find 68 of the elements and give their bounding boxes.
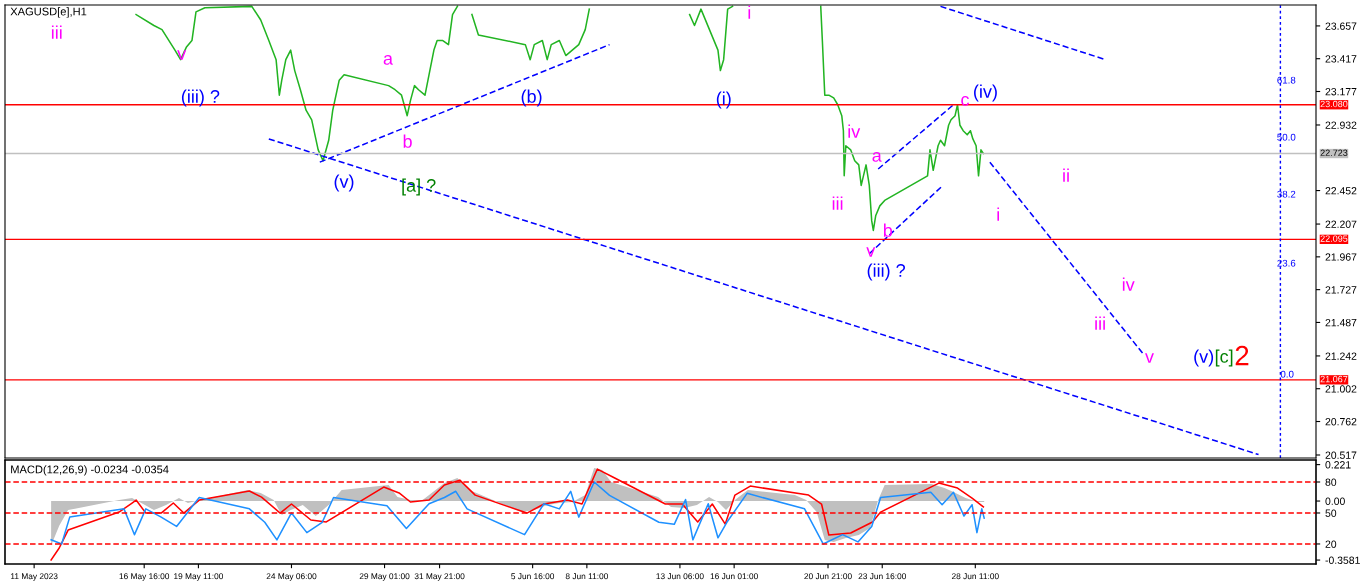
annotation: iv [848,124,861,138]
y-tick-label: 23.177 [1325,88,1357,96]
chart-title: XAGUSD[e],H1 [10,7,87,18]
annotation: b [883,223,893,237]
y-tick-label: -0.3581 [1325,556,1360,564]
x-tick-label: 20 Jun 21:00 [804,573,852,580]
annotation: iii [832,196,843,210]
y-tick-label: 20.762 [1325,418,1357,426]
y-tick-label: 22.452 [1325,187,1357,195]
x-tick-label: 28 Jun 11:00 [951,573,999,580]
annotation: ii [1063,168,1069,182]
y2-tick-label: 50 [1325,509,1337,517]
annotation: a [383,54,393,65]
annotation: i [748,5,751,19]
annotation: 23.6 [1277,259,1296,267]
annotation: 61.8 [1277,76,1296,84]
annotation: [c] [1215,349,1233,367]
annotation: 50.0 [1277,133,1296,141]
y-tick-label: 23.417 [1325,55,1357,63]
annotation: [a] ? [402,178,436,196]
y-tick-label: 21.002 [1325,385,1357,393]
annotation: iii [1095,316,1105,330]
annotation: 2 [1235,345,1249,366]
annotation: (iii) ? [181,89,220,107]
ref-line-label: 22.723 [1320,149,1348,156]
y-tick-label: 21.727 [1325,286,1357,294]
ref-line-label: 23.080 [1320,100,1348,108]
annotation: i [997,207,999,221]
annotation: a [872,151,882,162]
y-tick-label: 0.221 [1325,461,1351,469]
x-tick-label: 5 Jun 16:00 [511,573,555,580]
annotation: c [961,95,970,106]
chart-title: MACD(12,26,9) -0.0234 -0.0354 [11,465,169,476]
annotation: (iii) ? [867,263,905,281]
y-tick-label: 22.932 [1325,121,1357,129]
annotation: (b) [521,89,542,107]
x-tick-label: 31 May 21:00 [414,573,465,581]
y-tick-label: 0.00 [1325,497,1345,505]
annotation: v [1145,353,1154,363]
y-tick-label: 23.657 [1325,22,1357,30]
annotation: (iv) [974,84,997,102]
annotation: b [403,134,412,148]
annotation: (v) [1194,349,1214,367]
y-tick-label: 20.517 [1325,451,1357,459]
ref-line-label: 22.095 [1320,235,1348,242]
annotation: v [866,247,876,257]
x-tick-label: 8 Jun 11:00 [565,573,608,580]
annotation: 0.0 [1280,370,1294,378]
y-tick-label: 21.487 [1325,318,1357,327]
y-tick-label: 21.967 [1325,253,1357,261]
annotation: iii [51,25,62,39]
line-series [50,481,985,545]
x-tick-label: 11 May 2023 [10,573,58,581]
x-tick-label: 16 Jun 01:00 [710,573,758,580]
y-tick-label: 21.242 [1325,352,1357,360]
x-tick-label: 19 May 11:00 [174,573,224,581]
x-tick-label: 23 Jun 16:00 [858,573,907,580]
annotation: iv [1122,277,1135,291]
x-tick-label: 16 May 16:00 [119,573,170,581]
y2-tick-label: 80 [1325,478,1337,486]
x-tick-label: 24 May 06:00 [266,573,317,581]
y-tick-label: 22.207 [1325,220,1357,228]
annotation: (v) [334,174,354,192]
x-tick-label: 29 May 01:00 [359,573,410,581]
y2-tick-label: 20 [1325,540,1337,548]
annotation: 38.2 [1277,190,1296,198]
x-tick-label: 13 Jun 06:00 [656,573,704,580]
ref-line-label: 21.067 [1320,375,1348,383]
